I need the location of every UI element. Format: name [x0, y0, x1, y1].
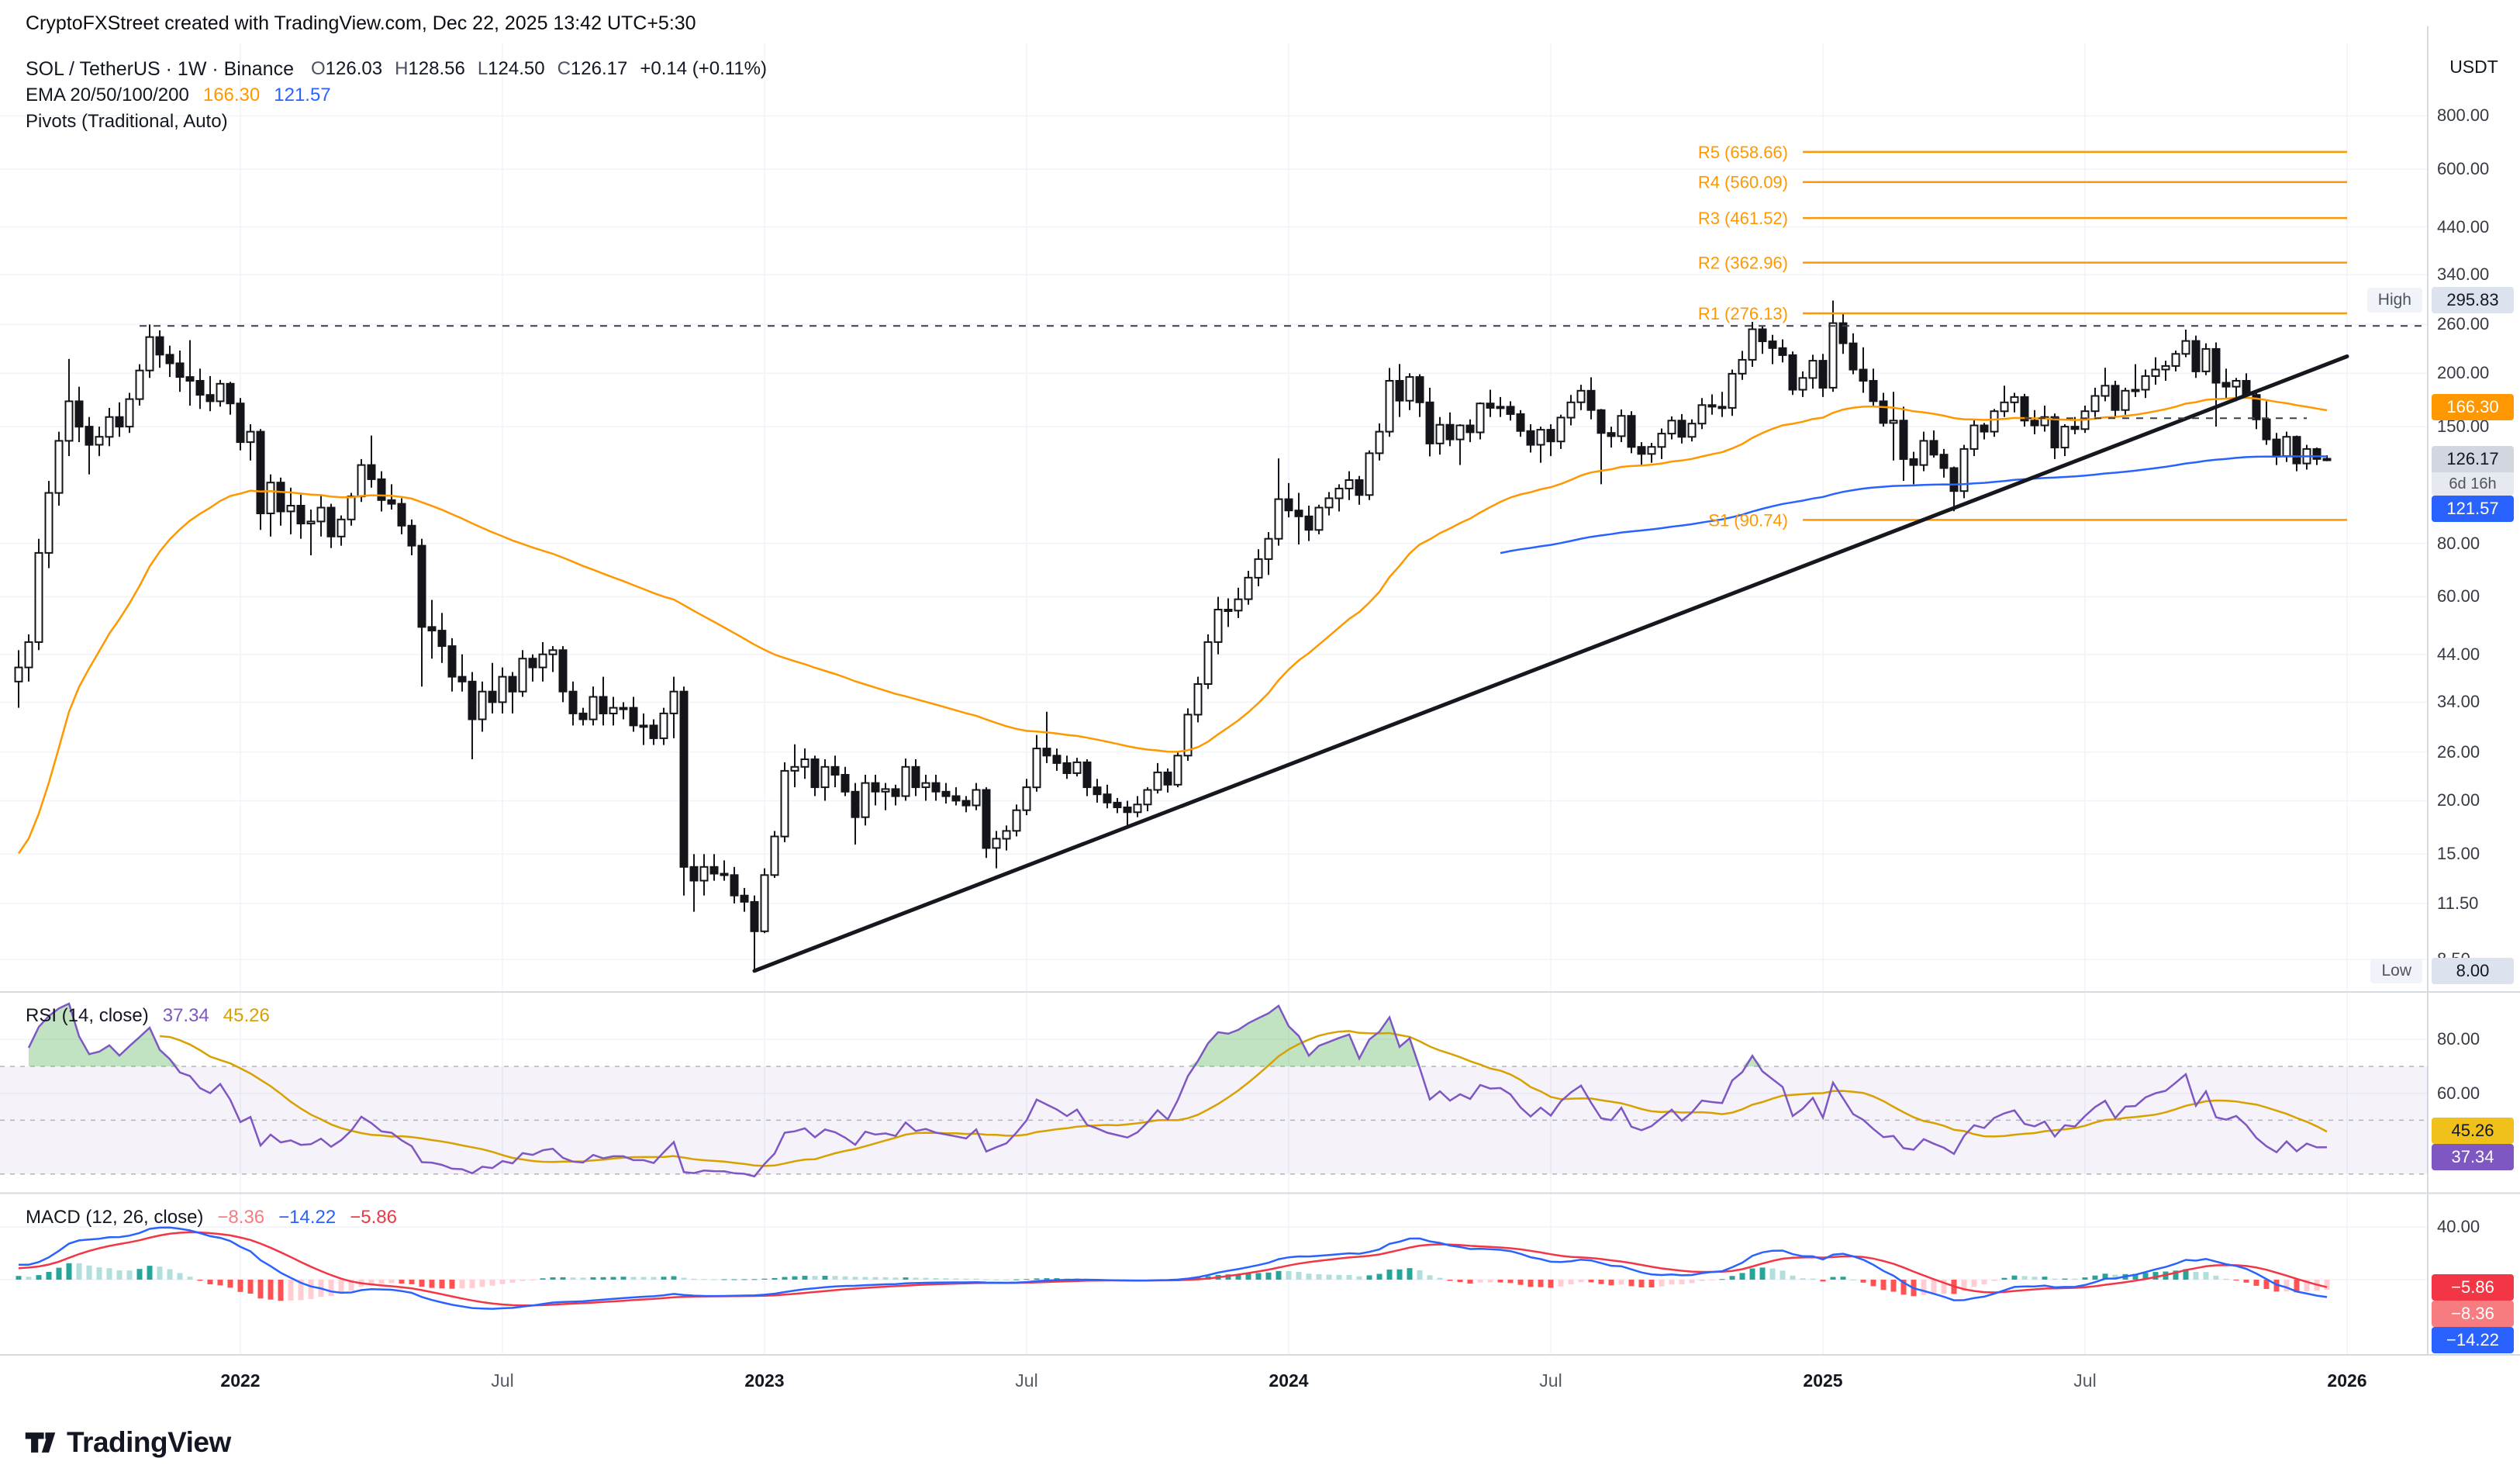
svg-text:R5 (658.66): R5 (658.66): [1698, 143, 1788, 162]
ema-indicator-title[interactable]: EMA 20/50/100/200: [26, 85, 189, 105]
rsi-badge: 37.34: [2432, 1144, 2514, 1170]
svg-text:R4 (560.09): R4 (560.09): [1698, 173, 1788, 192]
macd-histogram-badge: −8.36: [2432, 1301, 2514, 1327]
macd-line-badge: −14.22: [2432, 1327, 2514, 1353]
high-price-badge: 295.83: [2432, 287, 2514, 313]
svg-text:R1 (276.13): R1 (276.13): [1698, 304, 1788, 323]
axis-currency-label[interactable]: USDT: [2449, 57, 2498, 77]
chart-legend: SOL / TetherUS · 1W · Binance O126.03 H1…: [26, 56, 779, 135]
macd-signal-badge: −5.86: [2432, 1274, 2514, 1301]
ohlc-open: O126.03: [310, 58, 383, 79]
rsi-value: 37.34: [162, 1005, 209, 1026]
ohlc-low: L124.50: [477, 58, 545, 79]
low-price-badge: 8.00: [2432, 958, 2514, 984]
macd-signal-value: −5.86: [350, 1207, 397, 1228]
low-label-chip: Low: [2370, 959, 2422, 983]
ema-orange-badge: 166.30: [2432, 394, 2514, 420]
last-price-badge: 126.17 6d 16h: [2432, 446, 2514, 496]
rsi-ma-value: 45.26: [223, 1005, 270, 1026]
macd-histogram-value: −8.36: [217, 1207, 265, 1228]
pivots-indicator-title[interactable]: Pivots (Traditional, Auto): [26, 111, 228, 132]
ema-blue-badge: 121.57: [2432, 496, 2514, 522]
svg-text:R3 (461.52): R3 (461.52): [1698, 209, 1788, 228]
svg-text:R2 (362.96): R2 (362.96): [1698, 254, 1788, 273]
rsi-ma-badge: 45.26: [2432, 1118, 2514, 1144]
symbol-title[interactable]: SOL / TetherUS · 1W · Binance: [26, 57, 294, 80]
svg-text:S1 (90.74): S1 (90.74): [1708, 510, 1788, 530]
macd-line-value: −14.22: [278, 1207, 337, 1228]
price-axis[interactable]: USDT 800.00 600.00 440.00 340.00 260.00 200.0…: [2428, 0, 2520, 1404]
symbol-legend-row[interactable]: SOL / TetherUS · 1W · Binance O126.03 H1…: [26, 56, 779, 82]
time-axis[interactable]: 2022 Jul 2023 Jul 2024 Jul 2025 Jul 2026: [220, 1370, 2367, 1391]
macd-legend-row[interactable]: MACD (12, 26, close) −8.36 −14.22 −5.86: [26, 1207, 411, 1228]
tradingview-logo-icon: [25, 1432, 56, 1453]
ohlc-high: H128.56: [395, 58, 465, 79]
tradingview-logo-text: TradingView: [67, 1426, 231, 1458]
ema-legend-row[interactable]: EMA 20/50/100/200 166.30 121.57: [26, 82, 779, 109]
rsi-legend-row[interactable]: RSI (14, close) 37.34 45.26: [26, 1005, 284, 1027]
macd-indicator-title[interactable]: MACD (12, 26, close): [26, 1207, 204, 1228]
attribution-text: CryptoFXStreet created with TradingView.…: [26, 12, 696, 34]
bar-countdown: 6d 16h: [2432, 472, 2514, 496]
ema-blue-value: 121.57: [274, 85, 331, 105]
change-value: +0.14 (+0.11%): [640, 58, 767, 79]
rsi-indicator-title[interactable]: RSI (14, close): [26, 1005, 149, 1026]
last-price-value: 126.17: [2432, 446, 2514, 472]
ema-orange-value: 166.30: [202, 85, 261, 105]
ohlc-close: C126.17: [557, 58, 628, 79]
pivots-legend-row[interactable]: Pivots (Traditional, Auto): [26, 109, 779, 135]
tradingview-logo[interactable]: TradingView: [23, 1425, 231, 1460]
high-label-chip: High: [2366, 288, 2422, 313]
